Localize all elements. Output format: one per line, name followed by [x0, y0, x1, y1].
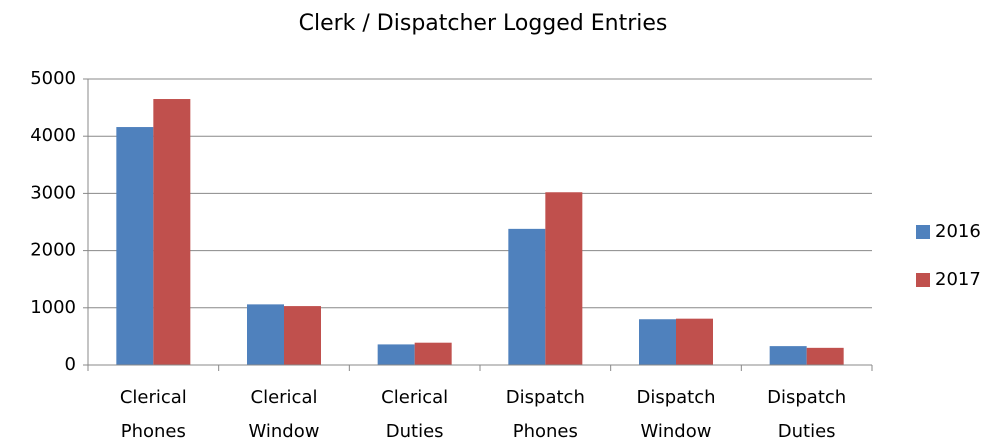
bar: [153, 99, 191, 366]
x-tick-label: Clerical Phones: [120, 387, 187, 442]
legend-swatch: [916, 273, 930, 287]
x-tick-label: Dispatch Duties: [767, 387, 846, 442]
bar: [284, 306, 321, 365]
bar: [639, 319, 676, 365]
x-tick-label: Clerical Window: [249, 387, 320, 442]
x-tick-label: Dispatch Phones: [506, 387, 585, 442]
legend-swatch: [916, 225, 930, 239]
chart-title: Clerk / Dispatcher Logged Entries: [299, 11, 668, 36]
bar: [377, 344, 415, 365]
bar: [806, 347, 844, 365]
bar: [545, 192, 583, 365]
legend-label: 2016: [935, 221, 981, 242]
legend-label: 2017: [935, 269, 981, 290]
bar: [769, 346, 807, 365]
bar: [508, 228, 546, 365]
y-tick-label: 1000: [30, 297, 76, 318]
x-tick-label: Clerical Duties: [381, 387, 448, 442]
bar: [414, 342, 452, 365]
y-tick-label: 4000: [30, 125, 76, 146]
bar: [676, 318, 713, 365]
y-tick-label: 5000: [30, 68, 76, 89]
y-tick-label: 3000: [30, 182, 76, 203]
bar: [116, 127, 154, 365]
bar: [247, 304, 284, 365]
x-tick-label: Dispatch Window: [636, 387, 715, 442]
y-tick-label: 2000: [30, 240, 76, 261]
y-tick-label: 0: [65, 354, 76, 375]
